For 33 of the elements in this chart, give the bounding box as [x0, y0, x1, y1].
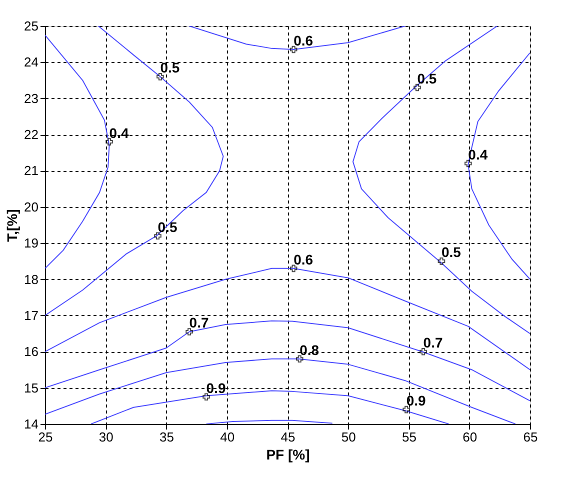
annotation: 0.4 — [109, 124, 129, 141]
annotation: 0.7 — [423, 334, 443, 351]
y-tick-label: 21 — [24, 163, 38, 178]
y-tick-label: 19 — [24, 236, 38, 251]
annotation: 0.9 — [406, 392, 426, 409]
y-tick-label: 24 — [24, 54, 38, 70]
x-tick-label: 55 — [402, 430, 416, 444]
annotation: 0.5 — [441, 244, 462, 260]
y-tick-label: 22 — [24, 127, 38, 142]
x-tick-label: 50 — [341, 430, 356, 444]
annotation: 0.6 — [294, 32, 314, 49]
y-tick-label: 14 — [24, 416, 38, 432]
y-tick-label: 15 — [24, 380, 38, 396]
y-tick-label: 17 — [24, 308, 38, 323]
line-series — [45, 26, 224, 316]
x-tick-label: 35 — [160, 430, 174, 444]
x-tick-label: 65 — [523, 430, 538, 444]
y-tick-label: 20 — [24, 199, 38, 214]
x-tick-label: 40 — [220, 430, 235, 444]
annotation: 0.6 — [294, 251, 314, 268]
x-axis-title: PF [%] — [266, 446, 310, 462]
annotation: 0.7 — [189, 314, 209, 331]
y-tick-label: 25 — [24, 18, 38, 34]
y-axis-title: T,[%] — [4, 209, 20, 242]
line-series — [352, 26, 530, 334]
annotation: 0.9 — [206, 380, 226, 396]
x-tick-label: 25 — [38, 430, 53, 444]
y-tick-label: 16 — [24, 344, 38, 360]
x-tick-label: 30 — [98, 430, 114, 444]
x-tick-label: 45 — [280, 430, 296, 444]
x-tick-label: 60 — [462, 430, 478, 444]
y-tick-label: 23 — [24, 90, 38, 106]
y-tick-label: 18 — [24, 272, 38, 287]
